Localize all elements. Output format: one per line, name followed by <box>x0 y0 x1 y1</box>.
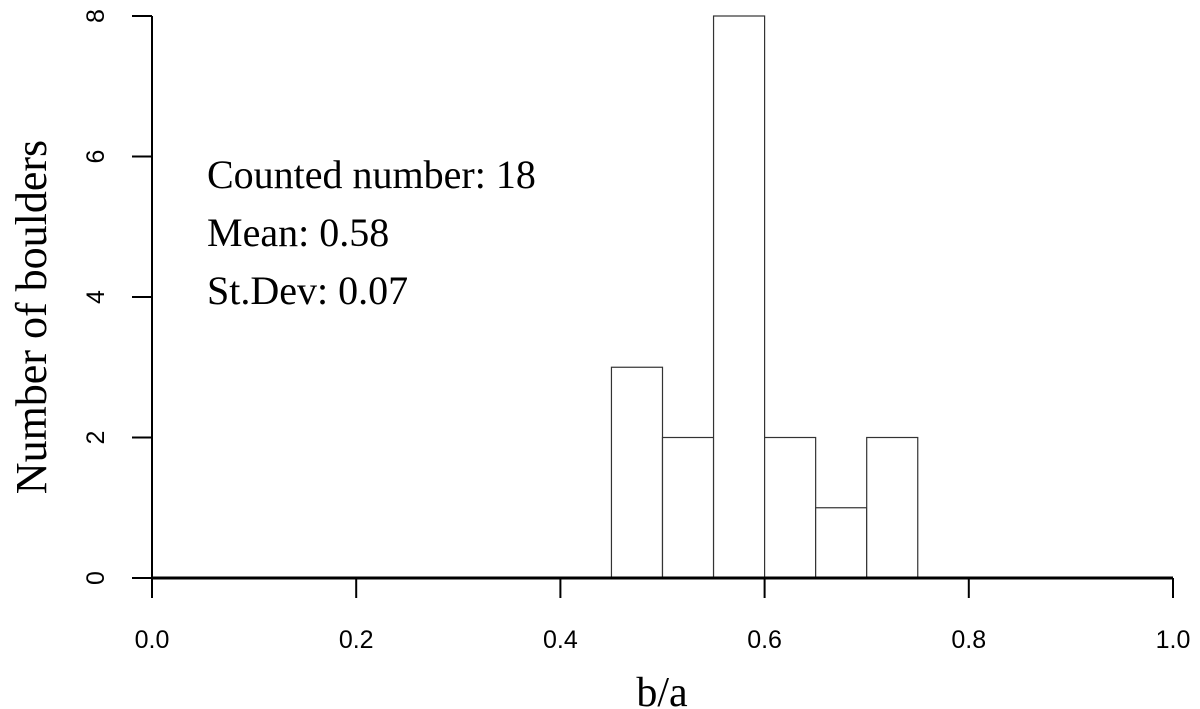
x-tick-label: 0.8 <box>951 626 986 654</box>
bar <box>815 507 868 579</box>
annotation: Mean: 0.58 <box>207 210 389 255</box>
x-tick-label: 0.2 <box>339 626 374 654</box>
x-tick-label: 0.4 <box>543 626 578 654</box>
x-axis-title: b/a <box>636 670 688 709</box>
annotation: Counted number: 18 <box>207 152 536 197</box>
x-tick-label: 0.6 <box>747 626 782 654</box>
bar <box>866 436 919 579</box>
bar <box>610 366 664 579</box>
x-tick-label: 0.0 <box>135 626 170 654</box>
bar <box>712 15 766 579</box>
y-tick-label: 6 <box>82 150 110 164</box>
y-tick-label: 2 <box>82 431 110 445</box>
x-tick-label: 1.0 <box>1156 626 1191 654</box>
y-tick-label: 8 <box>82 9 110 23</box>
y-axis-title: Number of boulders <box>7 140 56 494</box>
y-tick-label: 0 <box>82 571 110 585</box>
bar <box>763 436 817 579</box>
bar <box>661 436 715 579</box>
y-tick-label: 4 <box>82 290 110 304</box>
annotation: St.Dev: 0.07 <box>207 268 408 313</box>
